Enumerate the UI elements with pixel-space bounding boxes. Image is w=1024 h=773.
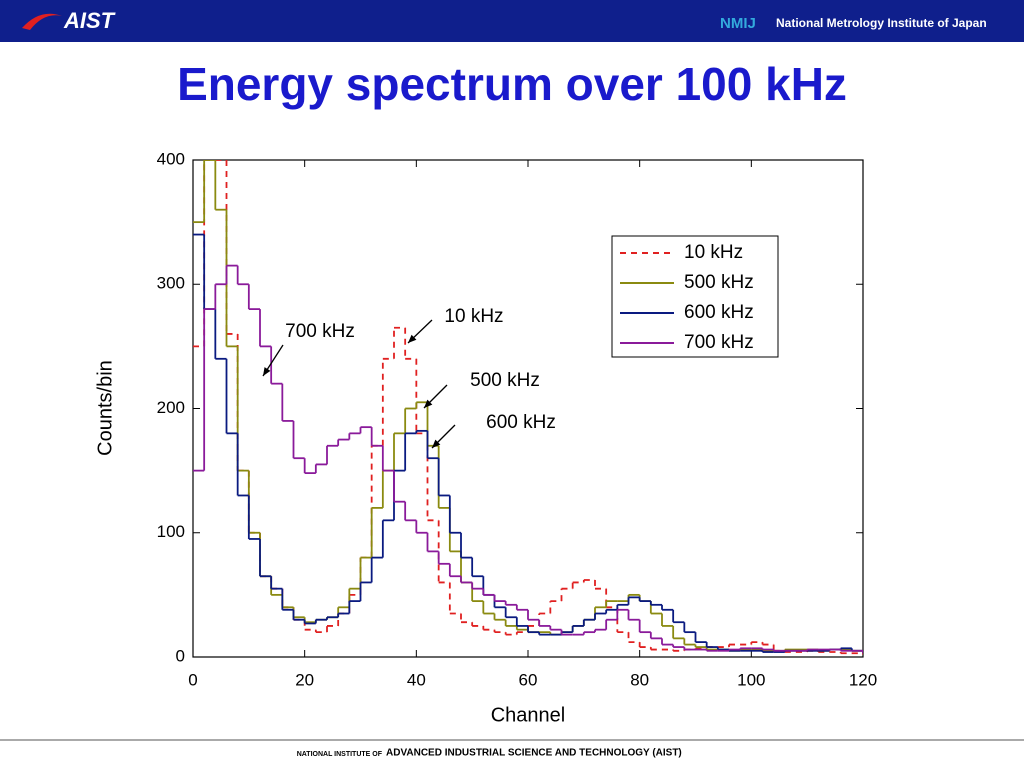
x-tick-label: 60 [519,670,538,689]
x-axis-label: Channel [491,704,566,726]
legend-label: 500 kHz [684,272,754,293]
y-tick-label: 400 [157,149,185,168]
y-tick-label: 0 [176,646,185,665]
annotation: 600 kHz [486,412,556,433]
y-tick-label: 100 [157,522,185,541]
legend-label: 10 kHz [684,242,743,263]
logo-swoosh [22,13,62,30]
annotation: 700 kHz [285,321,355,342]
plot-area [193,160,863,655]
annotation: 500 kHz [470,370,540,391]
arrow-head [432,439,441,448]
legend-box [611,235,779,358]
legend-label: 600 kHz [684,302,754,323]
org-name: National Metrology Institute of Japan [776,16,987,30]
x-tick-label: 80 [630,670,649,689]
x-tick-label: 120 [849,670,877,689]
arrow-head [263,367,271,376]
y-tick-label: 300 [157,274,185,293]
plot-frame [192,159,864,658]
logo-text: AIST [63,8,116,33]
x-tick-label: 20 [295,670,314,689]
x-tick-label: 100 [737,670,765,689]
annotation: 10 kHz [444,306,503,327]
x-tick-label: 0 [188,670,197,689]
y-axis-label: Counts/bin [94,360,116,456]
arrow-head [408,334,417,343]
header-band [0,0,1024,42]
slide-title: Energy spectrum over 100 kHz [177,58,847,110]
y-tick-label: 200 [157,398,185,417]
arrow-head [424,399,433,408]
x-tick-label: 40 [407,670,426,689]
nmij-logo: NMIJ [720,15,756,32]
footer-name: ADVANCED INDUSTRIAL SCIENCE AND TECHNOLO… [386,748,682,759]
legend-label: 700 kHz [684,332,754,353]
footer-prefix: NATIONAL INSTITUTE OF [297,751,383,758]
